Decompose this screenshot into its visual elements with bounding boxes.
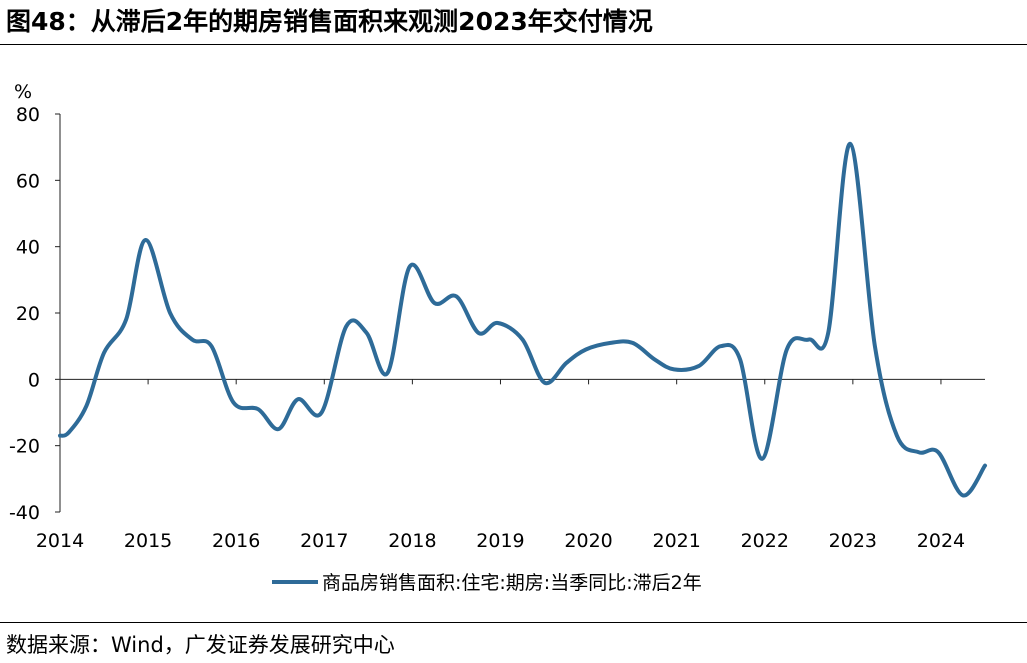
y-axis-unit-label: %: [14, 81, 32, 103]
data-point: [277, 427, 280, 431]
x-tick-label: 2021: [652, 530, 700, 552]
data-point: [895, 434, 899, 438]
data-point: [496, 321, 500, 325]
y-tick-label: 40: [16, 237, 40, 259]
data-point: [917, 450, 921, 454]
data-point: [102, 351, 106, 355]
data-point: [386, 371, 390, 375]
source-divider: [0, 622, 1027, 623]
data-point: [454, 294, 458, 298]
data-point: [848, 142, 852, 146]
data-point: [672, 367, 676, 371]
y-tick-label: 80: [16, 104, 40, 126]
x-tick-label: 2024: [917, 530, 965, 552]
series-layer: [58, 141, 987, 498]
figure-title: 图48：从滞后2年的期房销售面积来观测2023年交付情况: [6, 7, 653, 36]
x-tick-label: 2016: [212, 530, 260, 552]
data-point: [84, 404, 88, 408]
data-point: [124, 318, 128, 322]
data-point: [609, 341, 613, 345]
data-point: [296, 397, 300, 401]
data-point: [785, 348, 789, 351]
data-point: [344, 324, 348, 328]
data-point: [807, 338, 811, 341]
y-tick-label: 0: [28, 369, 40, 391]
data-point: [584, 348, 588, 351]
series-line: [58, 141, 987, 498]
data-point: [365, 331, 369, 335]
data-point: [432, 301, 436, 305]
x-tick-label: 2020: [564, 530, 612, 552]
data-point: [565, 361, 568, 365]
data-point: [961, 493, 965, 497]
data-point: [983, 464, 987, 468]
y-tick-label: -20: [9, 436, 40, 458]
data-point: [631, 341, 635, 345]
data-point: [826, 331, 830, 335]
data-point: [256, 407, 260, 411]
x-tick-label: 2014: [36, 530, 84, 552]
data-point: [697, 364, 701, 368]
data-point: [320, 411, 324, 414]
data-point: [477, 331, 480, 335]
data-point: [210, 344, 213, 348]
data-point: [190, 338, 194, 341]
legend-label: 商品房销售面积:住宅:期房:当季同比:滞后2年: [322, 572, 702, 594]
data-point: [58, 434, 62, 438]
data-point: [653, 357, 657, 361]
x-tick-label: 2015: [124, 530, 172, 552]
y-tick-label: 20: [16, 303, 40, 325]
x-tick-label: 2022: [741, 530, 789, 552]
data-point: [873, 344, 877, 348]
x-tick-label: 2018: [388, 530, 436, 552]
x-tick-label: 2023: [829, 530, 877, 552]
source-note: 数据来源：Wind，广发证券发展研究中心: [6, 633, 395, 657]
legend: 商品房销售面积:住宅:期房:当季同比:滞后2年: [272, 572, 702, 594]
data-point: [521, 338, 524, 341]
y-tick-label: -40: [9, 502, 40, 524]
y-tick-label: 60: [16, 170, 40, 192]
data-point: [408, 265, 412, 269]
data-point: [543, 381, 546, 385]
data-point: [936, 450, 940, 454]
data-point: [760, 457, 764, 461]
data-point: [67, 430, 71, 434]
x-axis: 2014 2015 2016 2017 2018 2019 2020 2021 2022 2023…: [36, 378, 985, 552]
x-tick-label: 2017: [300, 530, 348, 552]
x-tick-label: 2019: [476, 530, 524, 552]
data-point: [168, 311, 172, 315]
data-point: [144, 238, 147, 242]
title-divider: [0, 44, 1027, 45]
data-point: [232, 401, 235, 405]
y-axis: 80 60 40 20 0 -20 -40: [9, 104, 61, 524]
data-point: [738, 357, 742, 361]
data-point: [719, 344, 723, 348]
